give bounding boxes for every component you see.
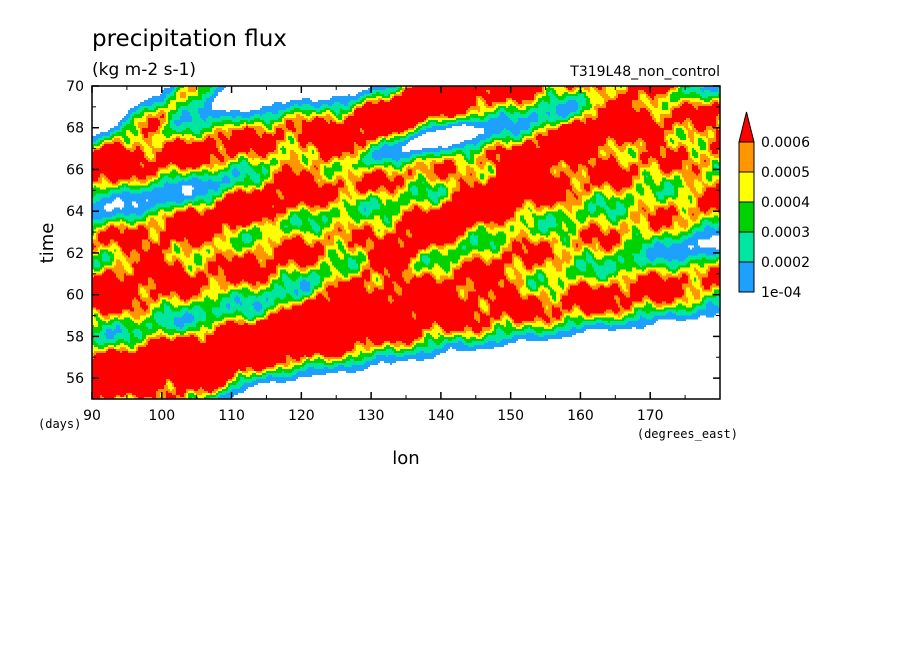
y-axis-ticks: 56 58 60 62 64 66 68 70: [66, 79, 720, 387]
legend-label: 0.0006: [761, 135, 810, 151]
x-tick-label: 150: [497, 408, 524, 424]
legend-label: 0.0003: [761, 225, 810, 241]
y-tick-label: 56: [66, 371, 84, 387]
x-tick-label: 120: [288, 408, 315, 424]
chart-title: precipitation flux: [92, 26, 287, 52]
x-tick-label: 160: [567, 408, 594, 424]
y-tick-label: 62: [66, 246, 84, 262]
x-axis-label: lon: [392, 448, 419, 469]
x-axis-ticks: 90 100 110 120 130 140 150 160 170: [83, 86, 686, 424]
x-tick-label: 140: [428, 408, 455, 424]
x-tick-label: 130: [358, 408, 385, 424]
legend-swatch: [738, 261, 755, 293]
chart-units: (kg m-2 s-1): [92, 60, 196, 80]
legend-label: 0.0004: [761, 195, 810, 211]
y-tick-label: 66: [66, 162, 84, 178]
legend-label: 0.0002: [761, 255, 810, 271]
legend-label: 0.0005: [761, 165, 810, 181]
x-tick-label: 90: [83, 408, 101, 424]
legend-label: 1e-04: [761, 285, 801, 301]
legend-swatch: [738, 231, 755, 263]
colorbar-legend: 1e-04 0.0002 0.0003 0.0004 0.0005 0.0006: [738, 111, 810, 301]
y-tick-label: 60: [66, 288, 84, 304]
x-tick-label: 170: [637, 408, 664, 424]
x-tick-label: 100: [148, 408, 175, 424]
x-tick-label: 110: [218, 408, 245, 424]
y-axis-label: time: [37, 223, 58, 264]
legend-swatch: [738, 171, 755, 203]
y-tick-label: 70: [66, 79, 84, 95]
y-tick-label: 64: [66, 204, 84, 220]
y-tick-label: 58: [66, 329, 84, 345]
x-axis-units: (degrees_east): [637, 427, 738, 441]
legend-swatch: [738, 201, 755, 233]
precipitation-field: [92, 86, 720, 399]
y-tick-label: 68: [66, 121, 84, 137]
y-axis-units: (days): [38, 417, 81, 431]
plot-area: [91, 85, 721, 400]
legend-swatch-extend: [738, 111, 755, 143]
legend-swatch: [738, 141, 755, 173]
run-label: T319L48_non_control: [569, 64, 720, 80]
